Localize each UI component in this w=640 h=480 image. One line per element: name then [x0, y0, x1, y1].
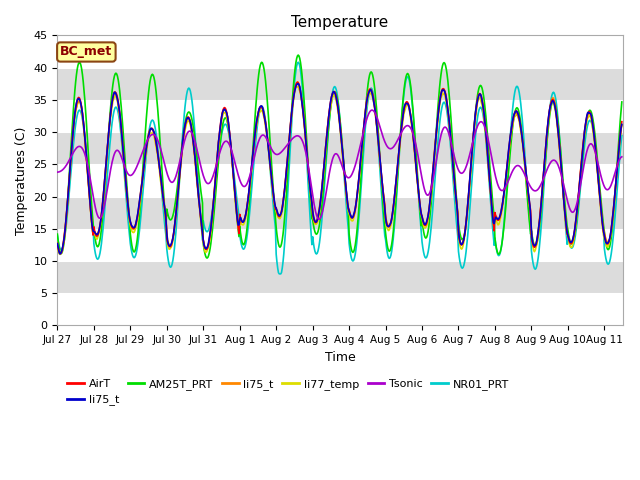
Bar	[58, 68, 623, 100]
Bar	[58, 100, 623, 132]
Bar	[58, 293, 623, 325]
Legend: AirT, li75_t, AM25T_PRT, li75_t, li77_temp, Tsonic, NR01_PRT: AirT, li75_t, AM25T_PRT, li75_t, li77_te…	[63, 374, 513, 410]
Bar	[58, 36, 623, 68]
Text: BC_met: BC_met	[60, 46, 113, 59]
X-axis label: Time: Time	[324, 351, 355, 364]
Y-axis label: Temperatures (C): Temperatures (C)	[15, 126, 28, 235]
Bar	[58, 164, 623, 196]
Bar	[58, 196, 623, 229]
Bar	[58, 229, 623, 261]
Bar	[58, 132, 623, 164]
Bar	[58, 261, 623, 293]
Title: Temperature: Temperature	[291, 15, 388, 30]
